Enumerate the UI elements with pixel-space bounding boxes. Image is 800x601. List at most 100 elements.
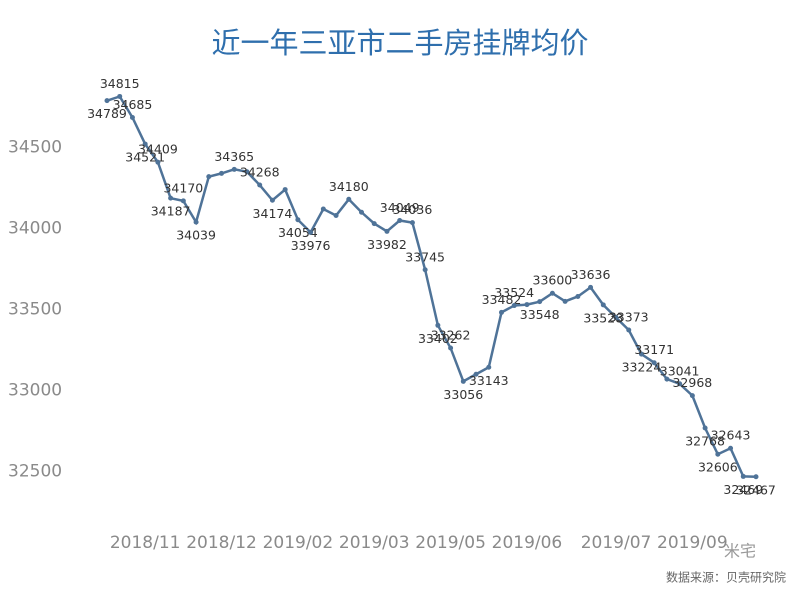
point [371, 221, 377, 227]
value-label: 32968 [672, 375, 712, 390]
point [753, 474, 759, 480]
point [155, 159, 161, 165]
value-label: 33143 [469, 373, 509, 388]
point [320, 206, 326, 212]
x-tick-label: 2019/02 [263, 533, 334, 553]
y-tick-label: 32500 [8, 461, 62, 481]
x-tick-label: 2019/06 [492, 533, 563, 553]
value-label: 32467 [736, 482, 776, 497]
value-label: 34789 [87, 106, 127, 121]
point [588, 284, 594, 290]
value-label: 34170 [163, 180, 203, 195]
value-label: 34174 [253, 206, 293, 221]
point [295, 217, 301, 223]
value-label: 33548 [520, 307, 560, 322]
chart-title: 近一年三亚市二手房挂牌均价 [211, 26, 588, 60]
value-label: 34685 [113, 97, 153, 112]
point [651, 360, 657, 366]
value-label: 34180 [329, 179, 369, 194]
value-label: 33524 [494, 285, 534, 300]
point [664, 376, 670, 382]
value-label: 34049 [380, 200, 420, 215]
value-label: 34268 [240, 165, 280, 180]
point [473, 371, 479, 377]
y-tick-label: 34500 [8, 137, 62, 157]
point [346, 196, 352, 202]
point [600, 302, 606, 308]
value-label: 34187 [151, 204, 191, 219]
point [702, 425, 708, 431]
point [282, 187, 288, 193]
point [308, 229, 314, 235]
y-tick-label: 34000 [8, 218, 62, 238]
value-label: 34036 [393, 202, 433, 217]
x-tick-label: 2019/09 [657, 533, 728, 553]
value-label: 33600 [533, 273, 573, 288]
point [269, 197, 275, 203]
point [562, 298, 568, 304]
point [219, 170, 225, 176]
point [626, 327, 632, 333]
value-label: 32469 [723, 482, 763, 497]
point [359, 209, 365, 215]
x-tick-label: 2018/12 [186, 533, 257, 553]
point [435, 322, 441, 328]
value-label: 33041 [660, 363, 700, 378]
source: 数据来源：贝壳研究院 [666, 570, 786, 585]
point [142, 141, 148, 147]
line [106, 94, 757, 479]
value-label: 33982 [367, 237, 407, 252]
value-label: 32606 [698, 460, 738, 475]
y-tick-label: 33000 [8, 380, 62, 400]
point [448, 345, 454, 351]
point [180, 198, 186, 204]
value-label: 34409 [138, 142, 178, 157]
point [244, 169, 250, 175]
point [206, 174, 212, 180]
point [524, 302, 530, 308]
point [129, 115, 135, 120]
value-label: 33528 [583, 310, 623, 325]
value-label: 33745 [405, 249, 445, 264]
value-label: 33402 [418, 331, 458, 346]
point [460, 378, 466, 384]
point [486, 364, 492, 370]
value-label: 34039 [176, 228, 216, 243]
point [511, 303, 517, 309]
x-tick-label: 2019/07 [581, 533, 652, 553]
value-label: 33636 [571, 267, 611, 282]
value-label: 33171 [634, 342, 674, 357]
value-label: 32643 [711, 428, 751, 443]
point [613, 315, 619, 321]
point [689, 393, 695, 399]
point [193, 219, 199, 225]
point [333, 212, 339, 218]
value-label: 34815 [100, 76, 140, 91]
point [549, 290, 555, 296]
x-tick-label: 2019/03 [339, 533, 410, 553]
value-label: 33262 [431, 327, 471, 342]
value-label: 33224 [622, 360, 662, 375]
point [168, 195, 174, 201]
point [537, 299, 543, 305]
value-label: 34521 [125, 150, 165, 165]
point [384, 228, 390, 234]
value-label: 33373 [609, 310, 649, 325]
point [422, 267, 428, 273]
watermark: 米宅 [724, 542, 756, 561]
point [397, 218, 403, 224]
point [575, 293, 581, 299]
value-label: 32768 [685, 434, 725, 449]
point [231, 166, 237, 172]
point [498, 309, 504, 315]
point [728, 445, 734, 451]
point [740, 473, 746, 479]
value-label: 33482 [482, 292, 522, 307]
point [715, 451, 721, 457]
point [104, 98, 110, 104]
y-tick-label: 33500 [8, 299, 62, 319]
value-label: 34365 [214, 149, 254, 164]
point [409, 220, 415, 226]
x-tick-label: 2019/05 [415, 533, 486, 553]
